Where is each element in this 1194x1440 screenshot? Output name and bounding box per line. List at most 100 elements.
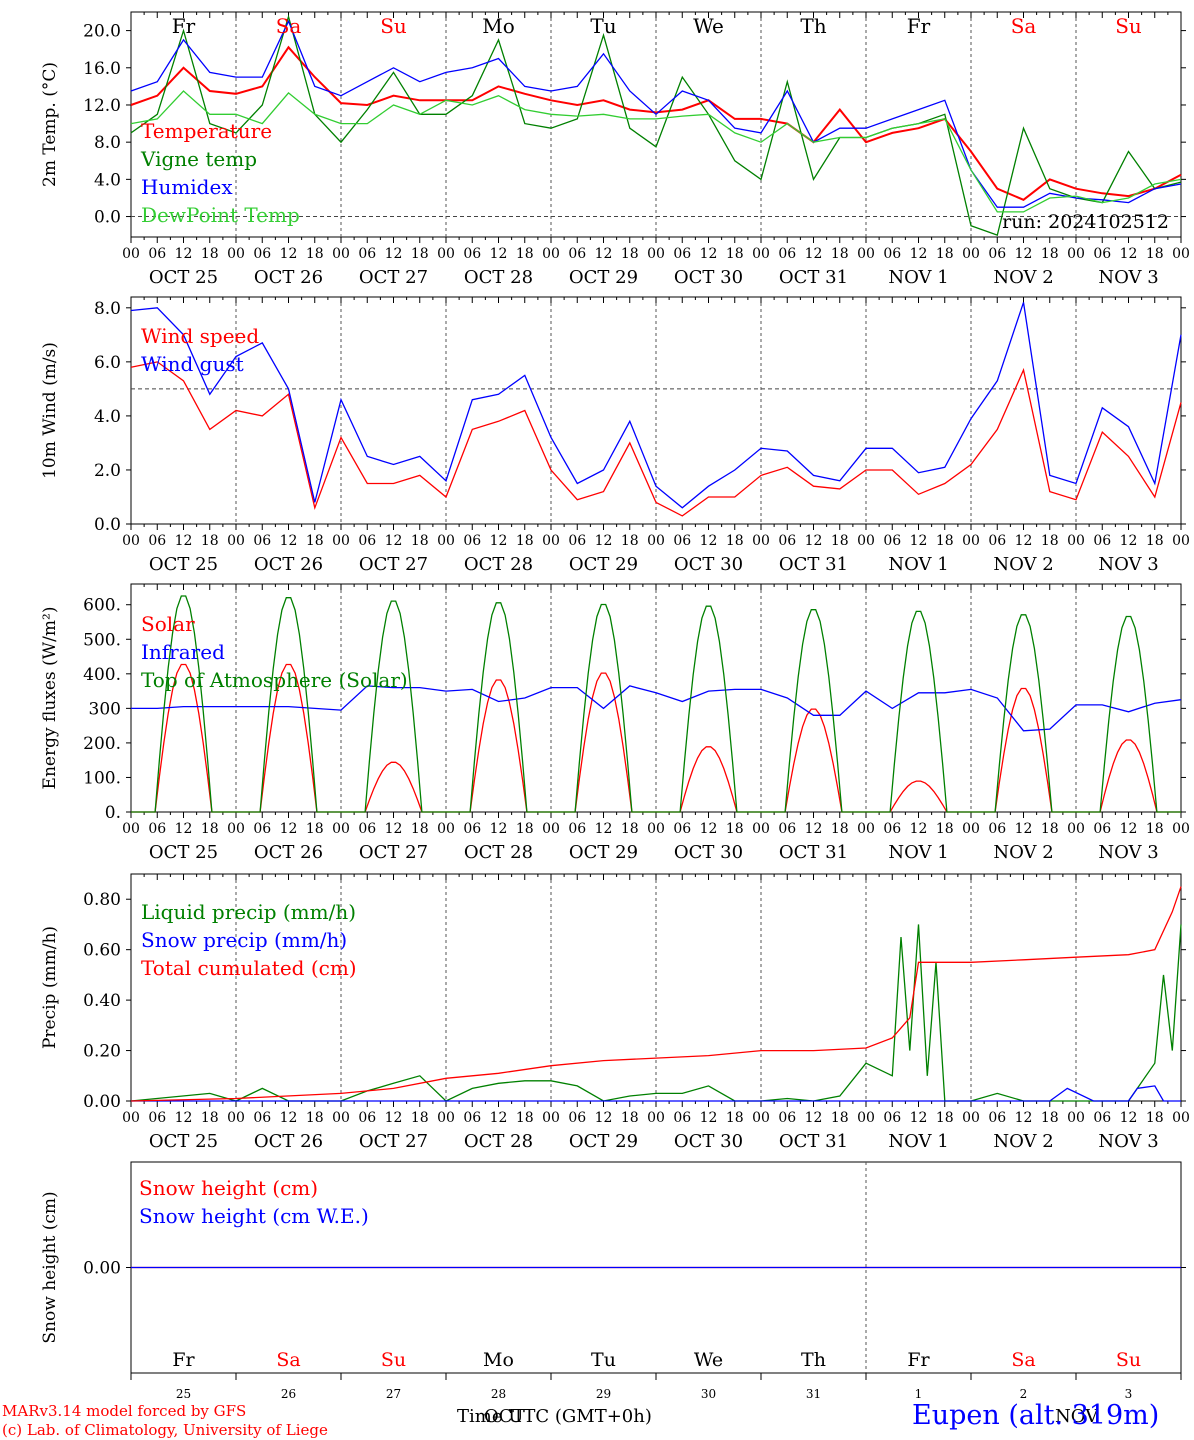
hour-tick-label: 06 <box>673 821 691 837</box>
date-label: OCT 30 <box>674 267 743 288</box>
hour-tick-label: 18 <box>936 821 954 837</box>
hour-tick-label: 18 <box>516 533 534 549</box>
hour-tick-label: 00 <box>752 1110 770 1126</box>
y-tick-label: 8.0 <box>94 133 121 153</box>
hour-tick-label: 00 <box>647 821 665 837</box>
day-label-bottom: Fr <box>172 1349 195 1371</box>
hour-tick-label: 18 <box>306 821 324 837</box>
hour-tick-label: 00 <box>122 1110 140 1126</box>
day-label-bottom: Su <box>1116 1349 1141 1371</box>
hour-tick-label: 06 <box>463 246 481 262</box>
hour-tick-label: 12 <box>1120 533 1138 549</box>
hour-tick-label: 06 <box>253 821 271 837</box>
y-tick-label: 6.0 <box>94 353 121 373</box>
date-number: 28 <box>491 1387 506 1401</box>
hour-tick-label: 00 <box>962 1110 980 1126</box>
legend-entry: Solar <box>141 612 195 636</box>
hour-tick-label: 06 <box>463 533 481 549</box>
hour-tick-label: 18 <box>1041 821 1059 837</box>
hour-tick-label: 06 <box>673 533 691 549</box>
date-label: NOV 2 <box>993 842 1053 863</box>
day-label-bottom: Fr <box>907 1349 930 1371</box>
hour-tick-label: 18 <box>621 1110 639 1126</box>
day-label-bottom: Sa <box>276 1349 300 1371</box>
hour-tick-label: 12 <box>175 821 193 837</box>
date-label: NOV 1 <box>888 554 948 575</box>
hour-tick-label: 18 <box>201 1110 219 1126</box>
date-label: OCT 25 <box>149 842 218 863</box>
hour-tick-label: 06 <box>988 821 1006 837</box>
hour-tick-label: 12 <box>595 1110 613 1126</box>
hour-tick-label: 00 <box>962 246 980 262</box>
hour-tick-label: 00 <box>542 246 560 262</box>
hour-tick-label: 18 <box>726 821 744 837</box>
hour-tick-label: 00 <box>1172 821 1190 837</box>
hour-tick-label: 18 <box>1146 1110 1164 1126</box>
date-label: NOV 1 <box>888 1131 948 1152</box>
hour-tick-label: 06 <box>463 1110 481 1126</box>
hour-tick-label: 00 <box>437 533 455 549</box>
hour-tick-label: 18 <box>411 1110 429 1126</box>
legend-entry: DewPoint Temp <box>141 203 300 227</box>
date-label: OCT 29 <box>569 1131 638 1152</box>
hour-tick-label: 18 <box>621 246 639 262</box>
hour-tick-label: 12 <box>280 821 298 837</box>
hour-tick-label: 12 <box>805 246 823 262</box>
date-label: OCT 26 <box>254 842 323 863</box>
date-label: NOV 2 <box>993 1131 1053 1152</box>
hour-tick-label: 12 <box>595 246 613 262</box>
hour-tick-label: 12 <box>910 821 928 837</box>
hour-tick-label: 06 <box>568 1110 586 1126</box>
y-tick-label: 0.00 <box>83 1092 121 1112</box>
day-label-top: Su <box>380 14 407 38</box>
hour-tick-label: 06 <box>253 246 271 262</box>
date-label: OCT 31 <box>779 554 848 575</box>
date-label: NOV 2 <box>993 267 1053 288</box>
hour-tick-label: 18 <box>831 533 849 549</box>
date-number: 1 <box>915 1387 923 1401</box>
hour-tick-label: 18 <box>936 1110 954 1126</box>
y-tick-label: 500. <box>83 630 121 650</box>
day-label-top: Tu <box>590 14 616 38</box>
hour-tick-label: 18 <box>411 246 429 262</box>
hour-tick-label: 00 <box>542 533 560 549</box>
hour-tick-label: 06 <box>253 533 271 549</box>
hour-tick-label: 06 <box>1093 246 1111 262</box>
date-label: OCT 31 <box>779 1131 848 1152</box>
y-tick-label: 16.0 <box>83 59 121 79</box>
y-axis-label: 10m Wind (m/s) <box>40 342 60 479</box>
hour-tick-label: 12 <box>700 821 718 837</box>
hour-tick-label: 18 <box>516 246 534 262</box>
y-tick-label: 0.20 <box>83 1042 121 1062</box>
hour-tick-label: 18 <box>201 533 219 549</box>
y-tick-label: 0. <box>105 803 121 823</box>
day-label-bottom: Th <box>801 1349 826 1371</box>
hour-tick-label: 00 <box>542 1110 560 1126</box>
hour-tick-label: 18 <box>1146 533 1164 549</box>
hour-tick-label: 00 <box>122 246 140 262</box>
hour-tick-label: 00 <box>1172 1110 1190 1126</box>
hour-tick-label: 12 <box>1120 821 1138 837</box>
hour-tick-label: 00 <box>227 533 245 549</box>
day-label-bottom: We <box>694 1349 723 1371</box>
date-label: NOV 3 <box>1098 267 1158 288</box>
hour-tick-label: 18 <box>201 246 219 262</box>
hour-tick-label: 00 <box>332 1110 350 1126</box>
date-label: OCT 25 <box>149 554 218 575</box>
hour-tick-label: 00 <box>332 821 350 837</box>
hour-tick-label: 18 <box>1146 821 1164 837</box>
hour-tick-label: 18 <box>726 1110 744 1126</box>
hour-tick-label: 18 <box>411 821 429 837</box>
hour-tick-label: 00 <box>752 533 770 549</box>
hour-tick-label: 18 <box>726 246 744 262</box>
hour-tick-label: 12 <box>1015 533 1033 549</box>
hour-tick-label: 12 <box>490 821 508 837</box>
hour-tick-label: 06 <box>883 533 901 549</box>
hour-tick-label: 00 <box>1067 533 1085 549</box>
date-label: OCT 30 <box>674 1131 743 1152</box>
day-label-top: Sa <box>1011 14 1037 38</box>
hour-tick-label: 12 <box>385 246 403 262</box>
hour-tick-label: 00 <box>1172 246 1190 262</box>
date-label: OCT 25 <box>149 1131 218 1152</box>
hour-tick-label: 00 <box>227 1110 245 1126</box>
